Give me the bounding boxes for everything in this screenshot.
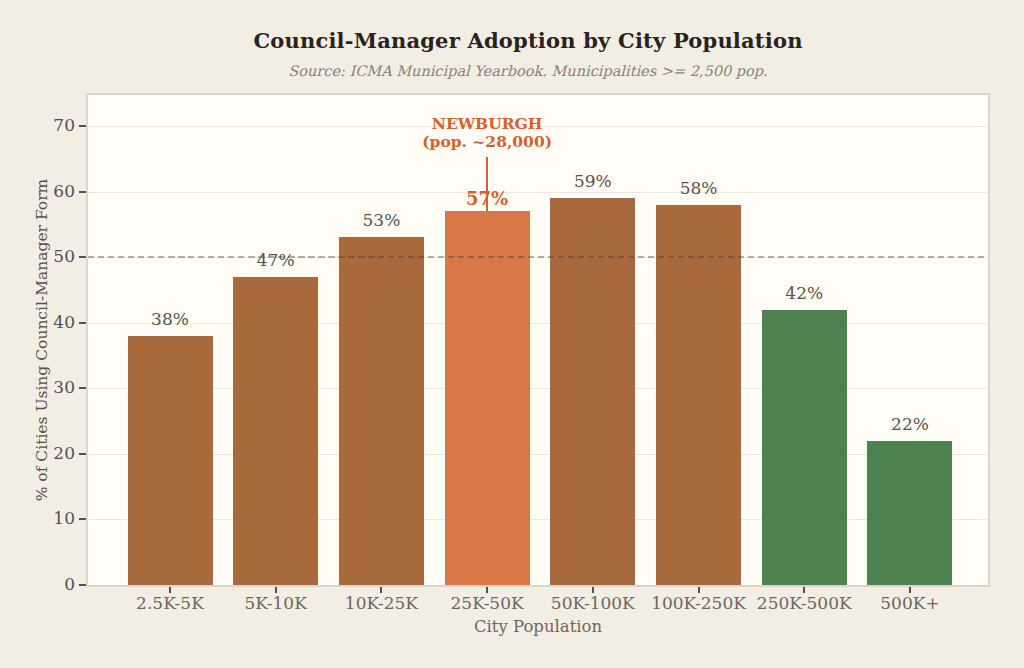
x-tick-mark	[380, 587, 382, 593]
y-tick-label-70: 70	[25, 115, 75, 135]
bar-10K-25K	[339, 237, 424, 585]
x-tick-mark	[275, 587, 277, 593]
y-tick-label-40: 40	[25, 312, 75, 332]
y-tick-mark	[79, 256, 86, 258]
bar-2.5K-5K	[128, 336, 213, 585]
x-tick-label-2.5K-5K: 2.5K-5K	[115, 593, 225, 613]
bar-5K-10K	[233, 277, 318, 585]
bar-value-label: 53%	[321, 210, 441, 230]
y-tick-mark	[79, 322, 86, 324]
x-axis-label: City Population	[88, 617, 988, 636]
x-tick-label-25K-50K: 25K-50K	[432, 593, 542, 613]
bar-value-label: 59%	[533, 171, 653, 191]
gridline-10	[88, 519, 988, 520]
gridline-30	[88, 388, 988, 389]
x-tick-label-50K-100K: 50K-100K	[538, 593, 648, 613]
y-tick-label-60: 60	[25, 181, 75, 201]
gridline-20	[88, 454, 988, 455]
y-tick-label-10: 10	[25, 508, 75, 528]
chart-title: Council-Manager Adoption by City Populat…	[28, 28, 1024, 53]
x-tick-label-500K+: 500K+	[855, 593, 965, 613]
bar-value-label: 22%	[850, 414, 970, 434]
y-tick-label-50: 50	[25, 246, 75, 266]
chart-figure: Council-Manager Adoption by City Populat…	[0, 0, 1024, 668]
x-tick-mark	[169, 587, 171, 593]
y-tick-label-30: 30	[25, 377, 75, 397]
annotation-line-2: (pop. ~28,000)	[422, 133, 552, 151]
bar-250K-500K	[762, 310, 847, 585]
x-tick-label-10K-25K: 10K-25K	[326, 593, 436, 613]
chart-subtitle: Source: ICMA Municipal Yearbook. Municip…	[28, 63, 1024, 79]
y-tick-label-0: 0	[25, 574, 75, 594]
bar-100K-250K	[656, 205, 741, 585]
y-tick-mark	[79, 387, 86, 389]
y-tick-mark	[79, 518, 86, 520]
x-tick-mark	[803, 587, 805, 593]
x-tick-label-250K-500K: 250K-500K	[749, 593, 859, 613]
bar-value-label: 57%	[427, 188, 547, 209]
x-tick-mark	[592, 587, 594, 593]
y-tick-mark	[79, 453, 86, 455]
y-tick-mark	[79, 584, 86, 586]
bar-value-label: 38%	[110, 309, 230, 329]
x-tick-label-100K-250K: 100K-250K	[644, 593, 754, 613]
y-tick-mark	[79, 125, 86, 127]
y-tick-label-20: 20	[25, 443, 75, 463]
annotation-newburgh: NEWBURGH(pop. ~28,000)	[422, 115, 552, 151]
x-tick-mark	[909, 587, 911, 593]
bar-value-label: 58%	[639, 178, 759, 198]
y-tick-mark	[79, 191, 86, 193]
annotation-line-1: NEWBURGH	[422, 115, 552, 133]
bar-value-label: 42%	[744, 283, 864, 303]
bar-25K-50K	[445, 211, 530, 585]
x-tick-mark	[486, 587, 488, 593]
x-tick-mark	[698, 587, 700, 593]
bar-500K+	[867, 441, 952, 585]
x-tick-label-5K-10K: 5K-10K	[221, 593, 331, 613]
bar-value-label: 47%	[216, 250, 336, 270]
plot-area: 38% 47% 53%57%59%58% 42% 22% NEWBURGH(pop. ~2…	[88, 95, 988, 585]
